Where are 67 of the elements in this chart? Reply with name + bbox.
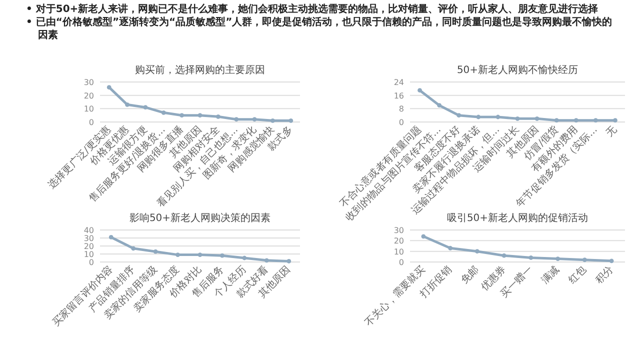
point [554, 118, 559, 123]
chart-title: 购买前，选择网购的主要原因 [135, 64, 265, 76]
y-tick-label: 16 [394, 91, 404, 100]
point [448, 246, 453, 250]
x-tick-label: 积分 [592, 264, 616, 286]
y-tick-label: 0 [88, 258, 94, 267]
point [609, 258, 614, 264]
x-tick-label: 无 [604, 124, 620, 140]
y-tick-label: 30 [84, 78, 94, 87]
y-tick-label: 8 [398, 104, 404, 114]
point [264, 258, 269, 263]
point [198, 252, 202, 257]
x-tick-label: 满减 [539, 264, 562, 286]
chart-title: 影响50+新老人网购决策的因素 [129, 212, 271, 224]
point [220, 253, 224, 258]
point [234, 117, 239, 122]
point [456, 113, 462, 118]
chart-title: 50+新老人网购不愉快经历 [456, 64, 578, 76]
point [474, 249, 480, 254]
point [421, 234, 426, 239]
point [496, 114, 500, 120]
x-tick-label: 红包 [566, 264, 589, 286]
point [143, 105, 148, 110]
chart-title: 吸引50+新老人网购的促销活动 [446, 212, 588, 224]
y-tick-label: 20 [84, 242, 94, 251]
point [574, 118, 578, 123]
text: • 对于50+新老人来讲，网购已不是什么难事，她们会积极主动挑选需要的物品，比对销量、评价，听从家人、朋友意见进行选择 [26, 3, 600, 16]
point [108, 235, 114, 240]
y-tick-label: 0 [398, 258, 404, 267]
point [613, 118, 618, 123]
y-tick-label: 24 [394, 78, 404, 87]
point [180, 113, 184, 118]
point [556, 256, 560, 261]
y-tick-label: 10 [84, 104, 94, 114]
point [125, 102, 130, 107]
point [593, 118, 598, 123]
point [252, 117, 257, 122]
x-tick-label: 免邮 [458, 264, 482, 286]
text: • 已由“价格敏感型”逐渐转变为“品质敏感型”人群，即使是促销活动，也只限于信赖的产品，同时质量问题也是导致网购最不愉快的因素 [26, 16, 614, 42]
point [502, 253, 506, 258]
point [288, 118, 294, 123]
y-tick-label: 10 [84, 250, 94, 259]
point [528, 256, 534, 260]
point [131, 246, 136, 251]
point [198, 113, 202, 118]
y-tick-label: 30 [394, 226, 404, 235]
y-tick-label: 20 [84, 91, 94, 100]
y-tick-label: 40 [84, 226, 94, 235]
y-tick-label: 20 [394, 236, 404, 246]
y-tick-label: 10 [394, 247, 404, 256]
point [242, 256, 247, 260]
point [153, 249, 158, 254]
point [476, 114, 481, 120]
point [216, 114, 220, 119]
point [161, 110, 166, 115]
point [582, 258, 587, 262]
point [106, 85, 112, 90]
point [418, 88, 422, 93]
point [534, 116, 540, 121]
point [270, 118, 275, 123]
y-tick-label: 0 [88, 118, 94, 127]
point [515, 116, 520, 121]
y-tick-label: 0 [398, 118, 404, 127]
point [176, 252, 180, 257]
y-tick-label: 30 [84, 234, 94, 243]
point [437, 103, 442, 108]
point [286, 259, 292, 264]
